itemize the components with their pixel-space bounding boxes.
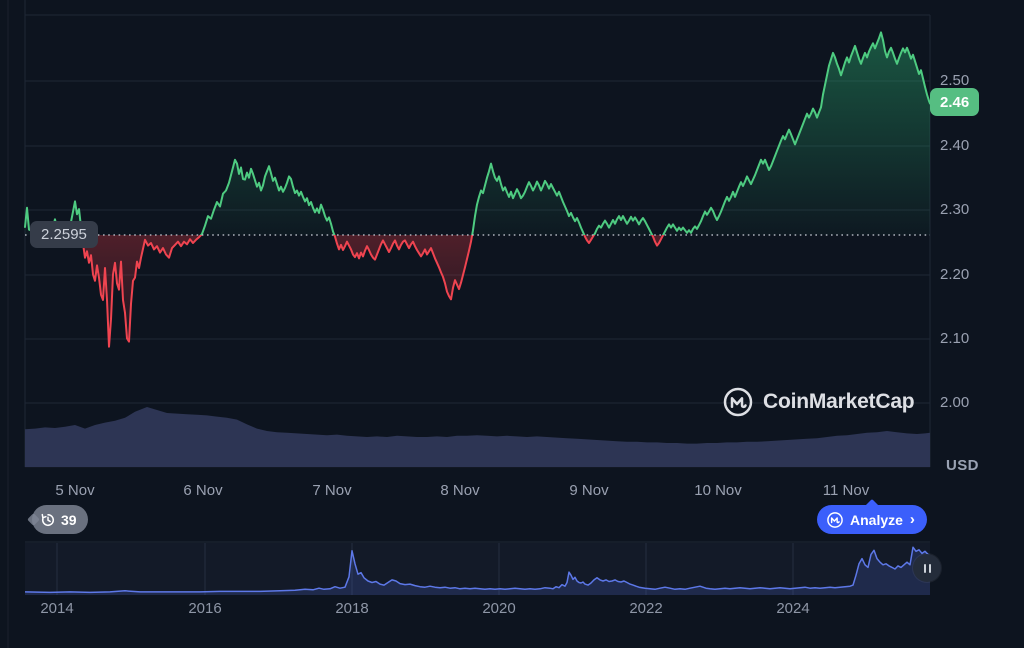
minimap-year-tick: 2020 (482, 600, 516, 617)
brush-handle[interactable] (913, 554, 941, 582)
y-axis-unit-label: USD (946, 457, 979, 474)
y-axis-tick: 2.50 (940, 72, 970, 89)
x-axis-tick: 10 Nov (694, 482, 742, 499)
y-axis-tick: 2.00 (940, 394, 970, 411)
x-axis-tick: 7 Nov (312, 482, 352, 499)
chevron-right-icon: › (909, 511, 915, 528)
coinmarketcap-watermark: CoinMarketCap (722, 386, 915, 418)
minimap-year-tick: 2022 (629, 600, 663, 617)
pause-bar-icon (928, 563, 931, 573)
minimap-line (24, 546, 931, 594)
volume-area (25, 407, 930, 467)
x-axis-tick: 5 Nov (55, 482, 95, 499)
history-clock-icon (40, 512, 56, 528)
coinmarketcap-logo-icon (722, 386, 754, 418)
pause-bar-icon (923, 563, 926, 573)
current-price-value: 2.46 (940, 93, 970, 111)
baseline-price-badge: 2.2595 (30, 221, 98, 248)
analyze-button[interactable]: Analyze › (817, 505, 927, 534)
analyze-label: Analyze (850, 511, 903, 528)
minimap-area (25, 547, 930, 595)
minimap-year-tick: 2024 (776, 600, 810, 617)
y-axis-tick: 2.40 (940, 137, 970, 154)
x-axis-tick: 6 Nov (183, 482, 223, 499)
y-axis-tick: 2.20 (940, 266, 970, 283)
history-count: 39 (61, 511, 77, 528)
x-axis-tick: 11 Nov (822, 482, 870, 499)
history-count-badge[interactable]: 39 (32, 505, 88, 534)
minimap-selection[interactable] (25, 543, 930, 595)
baseline-price-value: 2.2595 (41, 226, 87, 243)
y-axis-tick: 2.10 (940, 330, 970, 347)
watermark-brand: CoinMarketCap (763, 390, 915, 413)
coinmarketcap-icon (826, 511, 844, 529)
x-axis-tick: 9 Nov (569, 482, 609, 499)
minimap-year-tick: 2018 (335, 600, 369, 617)
current-price-badge: 2.46 (930, 88, 980, 116)
x-axis-tick: 8 Nov (440, 482, 480, 499)
minimap-year-tick: 2016 (188, 600, 222, 617)
minimap-year-tick: 2014 (40, 600, 74, 617)
y-axis-tick: 2.30 (940, 201, 970, 218)
